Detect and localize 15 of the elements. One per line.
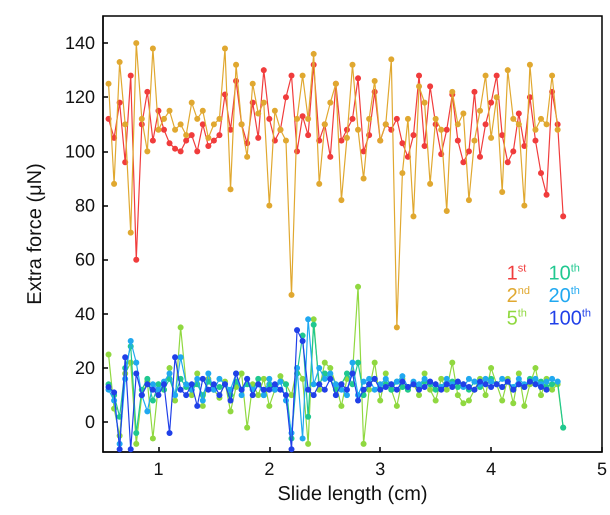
y-tick-label: 40 [74,304,95,324]
x-tick-label: 1 [153,459,164,479]
x-tick-label: 5 [596,459,607,479]
y-tick-label: 140 [64,33,95,54]
x-axis-title: Slide length (cm) [277,483,428,505]
x-tick-label: 3 [375,459,386,479]
y-tick-label: 100 [64,141,95,162]
y-axis-title: Extra force (μN) [24,163,46,305]
y-tick-label: 60 [74,250,95,270]
x-tick-label: 4 [486,459,496,479]
y-tick-label: 20 [74,358,95,378]
y-tick-label: 80 [74,196,95,216]
x-tick-label: 2 [264,459,274,479]
y-tick-label: 0 [84,412,95,432]
y-tick-label: 120 [64,87,95,108]
